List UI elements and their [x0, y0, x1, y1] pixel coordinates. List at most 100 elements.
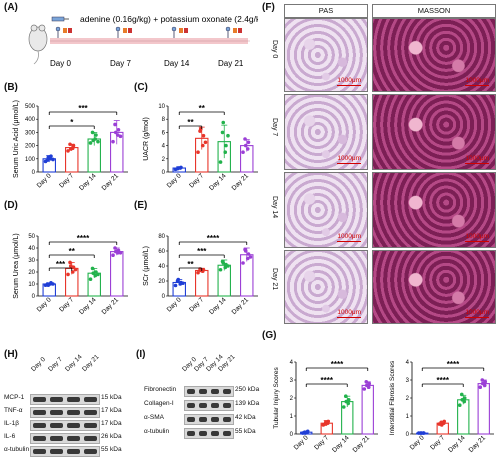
- data-point: [118, 251, 123, 255]
- blot-band: [187, 431, 195, 436]
- histology-row-day21: Day 21: [271, 268, 278, 291]
- timeline-marker-icon: [55, 26, 72, 38]
- data-point: [241, 261, 245, 265]
- data-point: [51, 282, 55, 286]
- blot-band: [50, 436, 63, 441]
- x-tick-label: Day 7: [188, 296, 205, 313]
- significance-label: ****: [207, 234, 220, 243]
- data-point: [118, 134, 123, 139]
- y-tick-label: 6: [162, 130, 166, 136]
- blot-size-label: 26 kDa: [101, 433, 122, 440]
- y-tick-label: 2: [406, 396, 410, 402]
- scale-bar: 1000μm: [337, 309, 361, 318]
- x-tick-label: Day 14: [78, 172, 98, 192]
- x-tick-label: Day 0: [36, 172, 53, 189]
- data-point: [483, 380, 488, 384]
- timeline-day-21: Day 21: [218, 59, 244, 68]
- x-tick-label: Day 21: [468, 434, 488, 454]
- blot-size-label: 15 kDa: [101, 394, 122, 401]
- histology-row-day14: Day 14: [271, 196, 278, 219]
- blot-protein-label: α-tubulin: [144, 428, 170, 435]
- scale-bar: 1000μm: [465, 77, 489, 86]
- blot-protein-label: TNF-α: [4, 407, 23, 414]
- histology-col-masson: MASSON: [372, 4, 496, 18]
- significance-label: *: [70, 118, 74, 127]
- data-point: [70, 270, 75, 274]
- data-point: [462, 396, 467, 400]
- mouse-icon: [28, 24, 48, 65]
- blot-size-label: 42 kDa: [235, 414, 256, 421]
- blot-strip: [30, 420, 100, 431]
- histology-col-pas: PAS: [284, 4, 368, 18]
- y-tick-label: 0: [32, 170, 36, 176]
- timeline-svg: adenine (0.16g/kg) + potassium oxonate (…: [28, 14, 268, 68]
- blot-strip: [184, 386, 234, 397]
- y-tick-label: 30: [28, 258, 35, 264]
- data-point: [111, 139, 115, 144]
- panel-label-e: (E): [134, 200, 148, 211]
- blot-lane-label: Day 0: [29, 356, 47, 373]
- data-point: [116, 248, 121, 253]
- data-point: [419, 431, 424, 435]
- panel-label-d: (D): [4, 200, 18, 211]
- data-point: [221, 261, 226, 265]
- histology-row-day0: Day 0: [271, 40, 278, 59]
- data-point: [196, 150, 200, 154]
- panel-label-a: (A): [4, 2, 18, 13]
- y-tick-label: 1: [406, 414, 410, 420]
- micrograph-masson-day7: 1000μm: [372, 94, 496, 170]
- blot-band: [67, 423, 80, 428]
- bar: [361, 384, 374, 435]
- y-axis-label: Interstitial Fibrosis Scores: [389, 360, 396, 435]
- x-tick-label: Day 7: [58, 172, 75, 189]
- data-point: [323, 420, 328, 425]
- data-point: [73, 267, 78, 272]
- bar: [110, 251, 124, 297]
- data-point: [181, 281, 185, 286]
- data-point: [173, 283, 178, 288]
- blot-size-label: 55 kDa: [101, 446, 122, 453]
- blot-protein-label: Fibronectin: [144, 386, 177, 393]
- significance-label: **: [187, 260, 194, 269]
- y-tick-label: 2: [162, 157, 166, 163]
- blot-band: [211, 431, 219, 436]
- western-blot-h: Day 0 Day 7 Day 14 Day 21 MCP-1 15 kDa TNF-α 17…: [0, 340, 140, 462]
- blot-lane-label: Day 14: [63, 353, 84, 373]
- data-point: [200, 143, 205, 148]
- data-point: [71, 265, 76, 269]
- data-point: [218, 160, 223, 164]
- data-point: [480, 378, 485, 382]
- data-point: [91, 271, 96, 275]
- data-point: [201, 133, 206, 138]
- data-point: [223, 150, 228, 154]
- data-point: [93, 273, 98, 278]
- micrograph-pas-day21: 1000μm: [284, 250, 368, 324]
- data-point: [71, 143, 76, 148]
- data-point: [362, 387, 367, 391]
- blot-size-label: 250 kDa: [235, 386, 260, 393]
- data-point: [68, 260, 72, 265]
- y-tick-label: 400: [25, 117, 36, 123]
- x-tick-label: Day 0: [409, 434, 426, 451]
- blot-band: [211, 403, 219, 408]
- blot-protein-label: α-SMA: [144, 414, 165, 421]
- y-tick-label: 3: [290, 378, 294, 384]
- data-point: [442, 419, 447, 424]
- data-point: [439, 420, 444, 425]
- data-point: [421, 431, 426, 435]
- data-point: [226, 264, 230, 268]
- blot-strip: [184, 414, 234, 425]
- x-tick-label: Day 0: [36, 296, 53, 313]
- blot-strip: [30, 394, 100, 405]
- micrograph-masson-day0: 1000μm: [372, 18, 496, 92]
- blot-size-label: 55 kDa: [235, 428, 256, 435]
- x-tick-label: Day 21: [101, 172, 121, 192]
- dose-text: adenine (0.16g/kg) + potassium oxonate (…: [80, 14, 258, 24]
- blot-band: [67, 436, 80, 441]
- blot-strip: [30, 407, 100, 418]
- data-point: [220, 130, 225, 135]
- panel-label-f: (F): [262, 2, 275, 13]
- data-point: [68, 142, 72, 147]
- timeline-marker-icon: [171, 26, 188, 38]
